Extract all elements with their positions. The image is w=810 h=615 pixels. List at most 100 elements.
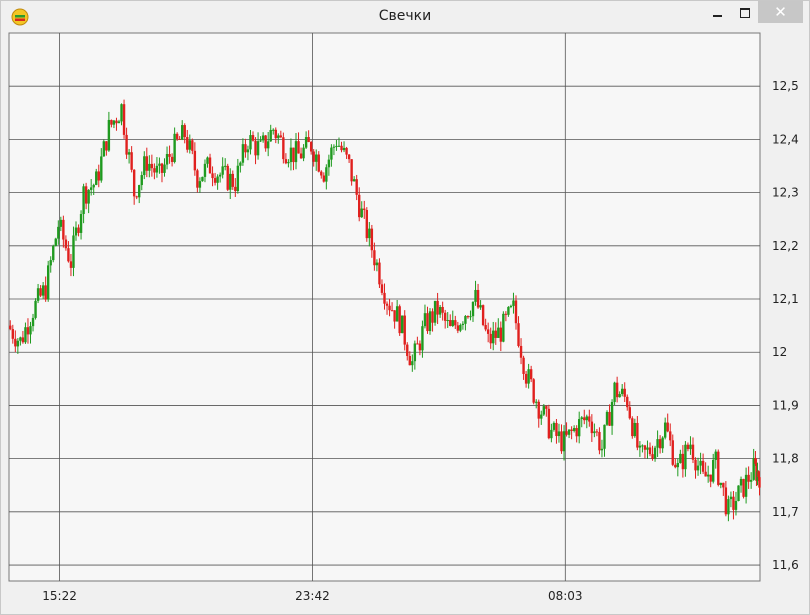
candle-down — [704, 471, 707, 477]
candle-up — [557, 431, 561, 437]
candle-down — [122, 104, 126, 135]
y-tick-label: 12 — [772, 345, 787, 359]
candle-up — [52, 246, 55, 261]
candle-up — [277, 135, 280, 139]
candle-down — [499, 327, 503, 342]
y-tick-label: 12,4 — [772, 132, 799, 146]
candle-up — [540, 414, 543, 419]
y-tick-label: 11,9 — [772, 398, 799, 412]
candle-up — [102, 141, 106, 157]
candle-up — [198, 181, 202, 188]
candle-up — [325, 167, 328, 182]
candle-down — [691, 444, 695, 460]
candle-up — [181, 125, 184, 140]
candle-down — [355, 179, 358, 195]
candle-up — [653, 447, 657, 459]
candle-up — [143, 156, 146, 176]
candle-up — [375, 262, 379, 266]
candle-down — [519, 345, 523, 358]
candle-up — [236, 165, 240, 192]
candle-down — [135, 196, 138, 198]
candle-up — [337, 145, 341, 147]
candle-up — [492, 330, 495, 344]
candle-up — [542, 406, 546, 415]
candle-up — [605, 411, 609, 425]
candle-up — [287, 162, 290, 164]
maximize-icon — [739, 7, 750, 18]
candle-up — [618, 394, 621, 398]
candle-up — [714, 451, 717, 460]
candle-up — [127, 152, 131, 155]
candle-down — [274, 129, 277, 139]
candle-up — [59, 219, 63, 227]
candle-down — [125, 134, 128, 155]
close-icon: ✕ — [774, 3, 787, 21]
candle-down — [62, 219, 65, 240]
candle-up — [89, 187, 93, 190]
candle-down — [193, 150, 197, 171]
candle-down — [340, 145, 343, 151]
candle-up — [165, 154, 169, 165]
candle-up — [218, 174, 222, 177]
candle-down — [251, 135, 255, 141]
candle-down — [651, 454, 654, 459]
candle-down — [484, 325, 487, 330]
candle-up — [578, 419, 581, 437]
candle-up — [206, 157, 209, 164]
candle-down — [626, 396, 629, 408]
candle-down — [454, 320, 457, 326]
candle-up — [737, 485, 740, 502]
title-bar[interactable]: Свечки ✕ — [1, 1, 809, 32]
candle-up — [120, 104, 123, 122]
candle-down — [345, 147, 348, 155]
candle-down — [365, 210, 368, 239]
candle-up — [734, 501, 738, 510]
candle-down — [481, 305, 485, 326]
candle-up — [423, 313, 427, 327]
candle-down — [21, 337, 25, 343]
minimize-button[interactable] — [704, 1, 731, 23]
candle-down — [168, 154, 171, 157]
candle-up — [148, 163, 151, 171]
candle-down — [732, 496, 735, 510]
candle-up — [16, 340, 20, 347]
chart-app-icon — [11, 8, 29, 26]
candle-down — [299, 153, 303, 159]
candle-up — [411, 361, 414, 366]
close-button[interactable]: ✕ — [758, 1, 803, 23]
candle-up — [752, 458, 755, 480]
candle-down — [754, 458, 757, 464]
maximize-button[interactable] — [731, 1, 758, 23]
candle-up — [696, 465, 700, 471]
candle-up — [107, 119, 111, 151]
candle-down — [628, 407, 631, 419]
candle-down — [254, 140, 257, 156]
candle-up — [641, 445, 644, 447]
candle-up — [188, 140, 191, 150]
candle-up — [689, 444, 692, 450]
candle-down — [560, 431, 563, 452]
candle-down — [64, 239, 68, 249]
candle-down — [175, 133, 179, 139]
candle-down — [150, 163, 154, 169]
candle-up — [509, 305, 513, 308]
x-axis-labels: 15:22 23:42 08:03 — [42, 589, 582, 603]
y-axis-labels: 11,6 11,7 11,8 11,9 12 12,1 12,2 12,3 12,4 12,5 — [772, 79, 799, 572]
candle-down — [431, 311, 434, 323]
candle-down — [717, 451, 720, 485]
candle-up — [54, 238, 57, 247]
candle-up — [82, 186, 85, 215]
candle-up — [497, 327, 500, 338]
candle-up — [552, 422, 556, 430]
candle-up — [57, 226, 60, 239]
candle-up — [112, 120, 116, 125]
candle-down — [312, 151, 315, 162]
candle-down — [669, 431, 672, 441]
candle-down — [724, 487, 728, 515]
minimize-icon — [713, 14, 722, 17]
candle-down — [436, 300, 439, 315]
candle-up — [446, 320, 449, 322]
candle-up — [474, 289, 477, 302]
candle-down — [226, 165, 229, 190]
candle-up — [95, 171, 98, 185]
